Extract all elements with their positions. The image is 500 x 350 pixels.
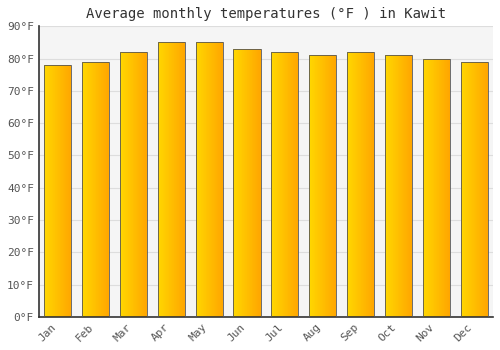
- Title: Average monthly temperatures (°F ) in Kawit: Average monthly temperatures (°F ) in Ka…: [86, 7, 446, 21]
- Bar: [347, 52, 374, 317]
- Bar: [196, 42, 223, 317]
- Bar: [309, 55, 336, 317]
- Bar: [460, 62, 488, 317]
- Bar: [44, 65, 72, 317]
- Bar: [82, 62, 109, 317]
- Bar: [271, 52, 298, 317]
- Bar: [422, 58, 450, 317]
- Bar: [120, 52, 147, 317]
- Bar: [385, 55, 412, 317]
- Bar: [158, 42, 185, 317]
- Bar: [234, 49, 260, 317]
